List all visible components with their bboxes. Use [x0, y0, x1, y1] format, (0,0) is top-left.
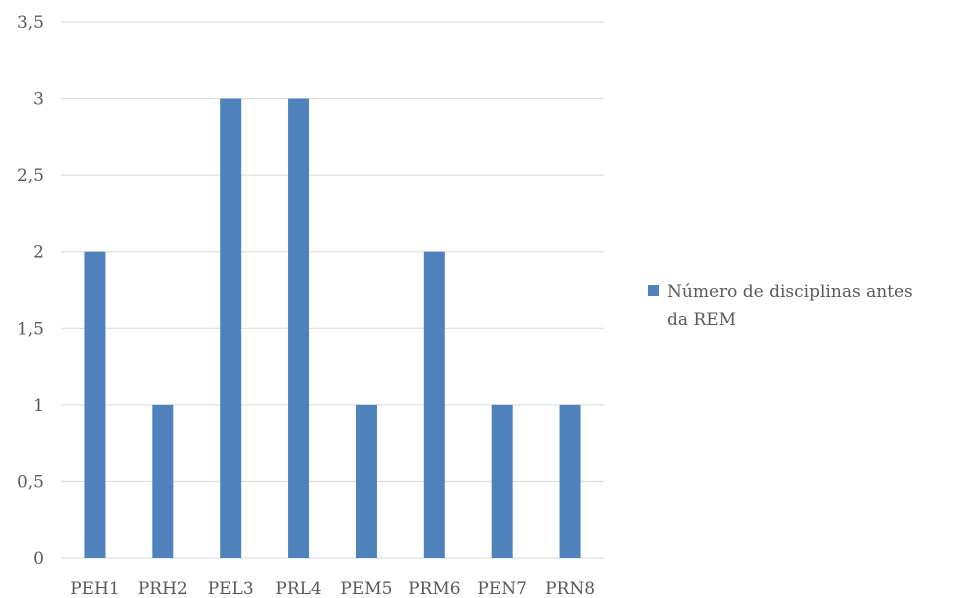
- x-axis: PEH1 PRH2 PEL3 PRL4 PEM5 PRM6 PEN7 PRN8: [70, 579, 595, 598]
- x-tick-label: PEN7: [477, 579, 527, 598]
- legend-swatch: [648, 285, 659, 296]
- y-axis: 0 0,5 1 1,5 2 2,5 3 3,5: [17, 13, 44, 569]
- x-tick-label: PRH2: [138, 579, 188, 598]
- bar-prn8: [559, 404, 581, 558]
- bar-peh1: [84, 251, 106, 558]
- x-tick-label: PRM6: [408, 579, 460, 598]
- legend-label-line-1: Número de disciplinas antes: [667, 282, 913, 302]
- bar-pen7: [491, 404, 513, 558]
- legend: Número de disciplinas antes da REM: [648, 282, 913, 330]
- x-tick-label: PRN8: [545, 579, 595, 598]
- y-tick-label: 0: [33, 549, 44, 569]
- bar-prl4: [288, 98, 310, 559]
- legend-label-line-2: da REM: [667, 310, 736, 330]
- x-tick-label: PEM5: [340, 579, 392, 598]
- y-tick-label: 0,5: [17, 472, 44, 492]
- bars: [84, 98, 581, 559]
- bar-prm6: [423, 251, 445, 558]
- y-tick-label: 3,5: [17, 13, 44, 33]
- y-tick-label: 1: [33, 396, 44, 416]
- x-tick-label: PRL4: [275, 579, 321, 598]
- bar-pem5: [355, 404, 377, 558]
- bar-pel3: [220, 98, 242, 559]
- bar-prh2: [152, 404, 174, 558]
- gridlines: [61, 21, 604, 559]
- y-tick-label: 2,5: [17, 166, 44, 186]
- x-tick-label: PEL3: [208, 579, 254, 598]
- y-tick-label: 2: [33, 243, 44, 263]
- y-tick-label: 3: [33, 90, 44, 110]
- x-tick-label: PEH1: [70, 579, 120, 598]
- y-tick-label: 1,5: [17, 319, 44, 339]
